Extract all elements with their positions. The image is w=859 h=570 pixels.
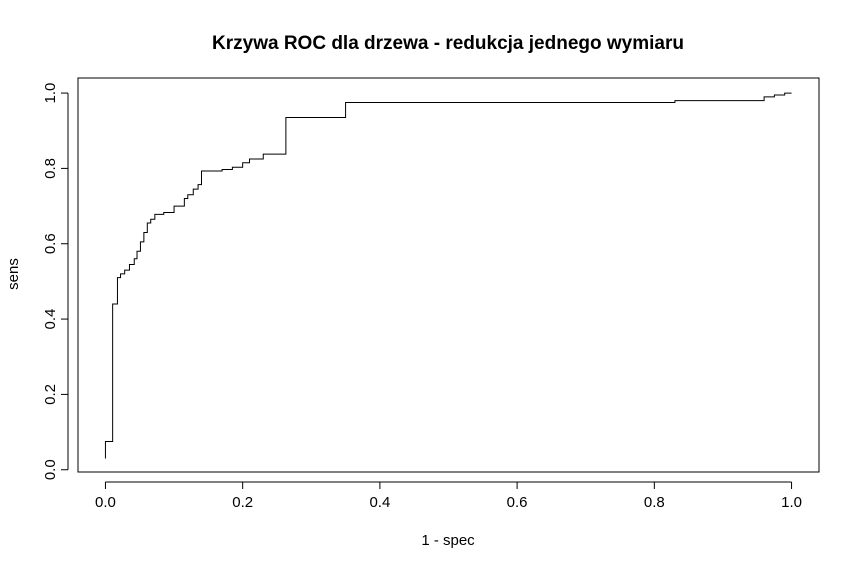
y-tick-label: 0.8: [42, 158, 59, 179]
y-tick-label: 0.4: [42, 309, 59, 330]
x-tick-label: 0.2: [232, 494, 253, 511]
y-tick-label: 0.0: [42, 459, 59, 480]
x-tick-label: 0.6: [507, 494, 528, 511]
roc-curve: [104, 92, 792, 459]
x-tick-label: 0.0: [95, 494, 116, 511]
y-axis: 0.0 0.2 0.4 0.6 0.8 1.0: [42, 83, 69, 480]
x-tick-label: 1.0: [781, 494, 802, 511]
chart-title: Krzywa ROC dla drzewa - redukcja jednego…: [212, 33, 684, 54]
x-tick-label: 0.4: [369, 494, 390, 511]
y-axis-label: sens: [5, 258, 22, 290]
x-axis-label: 1 - spec: [421, 532, 475, 549]
y-tick-label: 0.2: [42, 384, 59, 405]
y-tick-label: 1.0: [42, 83, 59, 104]
x-axis: 0.0 0.2 0.4 0.6 0.8 1.0: [95, 481, 802, 511]
y-tick-label: 0.6: [42, 233, 59, 254]
x-tick-label: 0.8: [644, 494, 665, 511]
plot-frame: [77, 77, 820, 473]
